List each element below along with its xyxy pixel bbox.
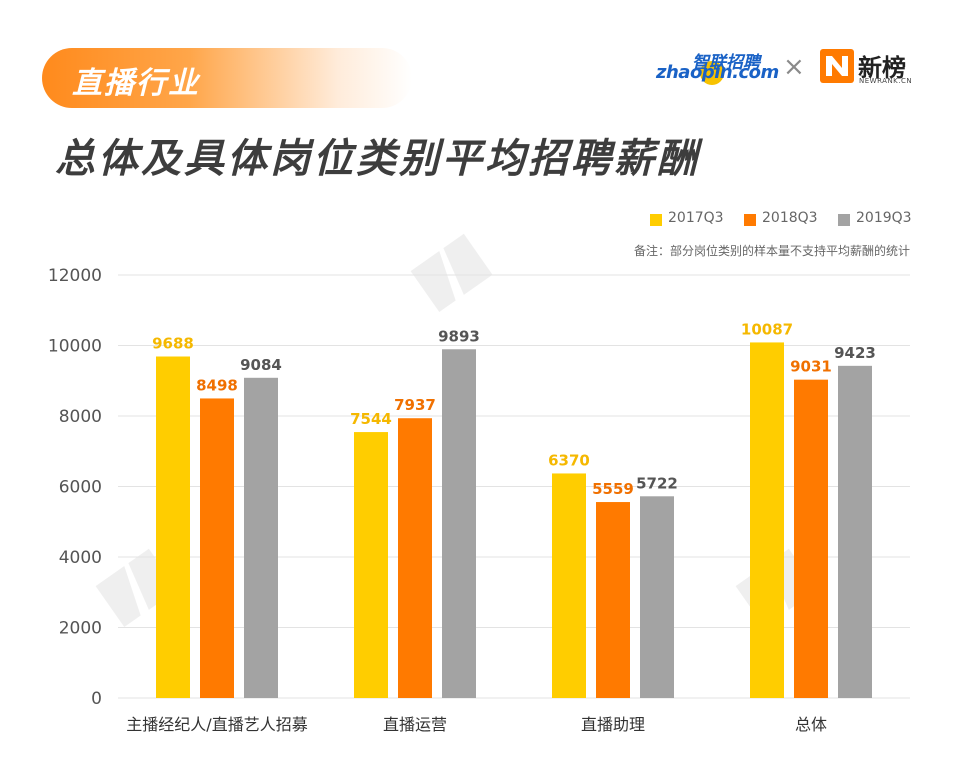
newrank-logo-icon (820, 49, 854, 83)
chart-title: 总体及具体岗位类别平均招聘薪酬 (55, 136, 700, 182)
x-tick-label: 总体 (795, 715, 827, 734)
y-tick-label: 4000 (59, 548, 102, 568)
legend-swatch (838, 214, 850, 226)
chart-note: 备注：部分岗位类别的样本量不支持平均薪酬的统计 (633, 244, 910, 258)
bar (354, 432, 388, 698)
legend-swatch (744, 214, 756, 226)
data-label: 6370 (548, 451, 590, 469)
bar (838, 365, 872, 698)
bar (596, 502, 630, 698)
bar (794, 379, 828, 698)
data-label: 10087 (741, 320, 793, 338)
data-label: 9031 (790, 358, 832, 376)
data-label: 9893 (438, 327, 480, 345)
y-tick-label: 6000 (59, 478, 102, 498)
bar (156, 356, 190, 698)
bar (398, 418, 432, 698)
bar (244, 377, 278, 698)
newrank-logo-sub: NEWRANK.CN (859, 77, 913, 85)
data-label: 8498 (196, 376, 238, 394)
bar (640, 496, 674, 698)
watermark-logo (395, 205, 545, 319)
data-label: 7937 (394, 396, 436, 414)
data-label: 9423 (834, 344, 876, 362)
data-label: 9688 (152, 334, 194, 352)
zhaopin-logo: zhaopin.com (656, 62, 779, 83)
brand-logos: 智联招聘 zhaopin.com × 新榜 NEWRANK.CN (652, 46, 922, 90)
bar (750, 342, 784, 698)
y-tick-label: 2000 (59, 619, 102, 639)
y-tick-label: 8000 (59, 407, 102, 427)
legend-swatch (650, 214, 662, 226)
newrank-logo: 新榜 (858, 54, 906, 82)
y-tick-label: 12000 (48, 266, 102, 286)
data-label: 9084 (240, 356, 282, 374)
data-label: 5722 (636, 474, 678, 492)
data-label: 7544 (350, 410, 392, 428)
legend-label: 2019Q3 (856, 210, 912, 226)
zhaopin-logo-cn: 智联招聘 (692, 53, 760, 73)
legend-label: 2017Q3 (668, 210, 724, 226)
bar (200, 398, 234, 698)
section-tag-label: 直播行业 (72, 66, 200, 101)
x-tick-label: 直播运营 (383, 715, 447, 734)
bar (442, 349, 476, 698)
section-tag (42, 48, 412, 108)
cross-icon: × (783, 52, 805, 82)
y-tick-label: 10000 (48, 337, 102, 357)
legend-label: 2018Q3 (762, 210, 818, 226)
x-tick-label: 直播助理 (581, 715, 645, 734)
x-tick-label: 主播经纪人/直播艺人招募 (126, 715, 307, 734)
bar (552, 473, 586, 698)
y-tick-label: 0 (91, 689, 102, 709)
data-label: 5559 (592, 480, 634, 498)
